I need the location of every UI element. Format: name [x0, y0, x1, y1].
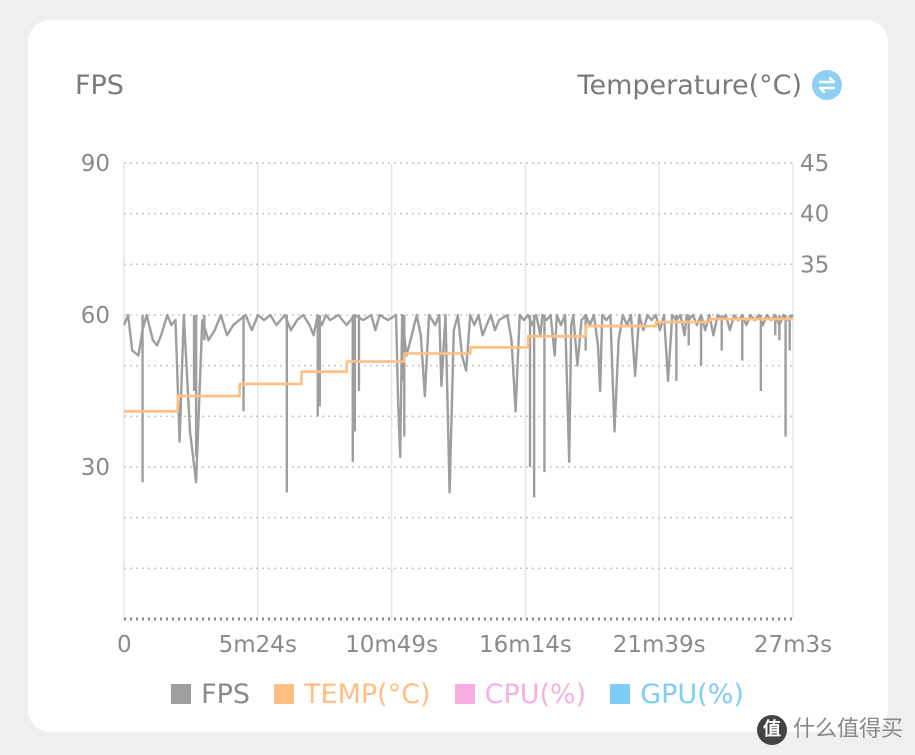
x-tick-label: 10m49s [345, 632, 438, 658]
watermark-logo-icon: 值 [756, 715, 787, 745]
chart-legend: FPS TEMP(°C) CPU(%) GPU(%) [0, 678, 915, 710]
legend-item[interactable]: FPS [171, 679, 250, 710]
x-tick-label: 21m39s [613, 632, 706, 658]
legend-label: GPU(%) [640, 679, 744, 710]
x-tick-label: 27m3s [754, 632, 832, 658]
y-left-tick-label: 90 [81, 151, 110, 177]
x-tick-label: 0 [117, 632, 132, 658]
y-right-tick-label: 35 [800, 252, 829, 278]
y-right-tick-label: 40 [800, 202, 829, 228]
legend-item[interactable]: TEMP(°C) [274, 679, 431, 710]
legend-swatch [610, 684, 631, 704]
legend-label: TEMP(°C) [304, 679, 431, 710]
legend-item[interactable]: GPU(%) [610, 679, 744, 710]
y-left-tick-label: 60 [81, 303, 110, 329]
legend-label: CPU(%) [484, 679, 587, 710]
temperature-series-line [124, 317, 793, 413]
temperature-axis-title: Temperature(°C) [577, 70, 802, 101]
chart-card [28, 20, 888, 732]
legend-swatch [171, 684, 192, 704]
fps-axis-title: FPS [75, 70, 124, 101]
y-left-tick-label: 30 [81, 455, 110, 481]
watermark: 值什么值得买 [756, 711, 903, 745]
swap-icon[interactable] [812, 70, 842, 100]
legend-swatch [274, 684, 295, 704]
legend-swatch [454, 684, 475, 704]
x-tick-label: 5m24s [219, 632, 297, 658]
y-right-tick-label: 45 [800, 151, 829, 177]
legend-label: FPS [201, 679, 251, 710]
fps-series-line [122, 313, 794, 494]
legend-item[interactable]: CPU(%) [454, 679, 587, 710]
watermark-text: 什么值得买 [792, 717, 903, 742]
x-tick-label: 16m14s [479, 632, 572, 658]
